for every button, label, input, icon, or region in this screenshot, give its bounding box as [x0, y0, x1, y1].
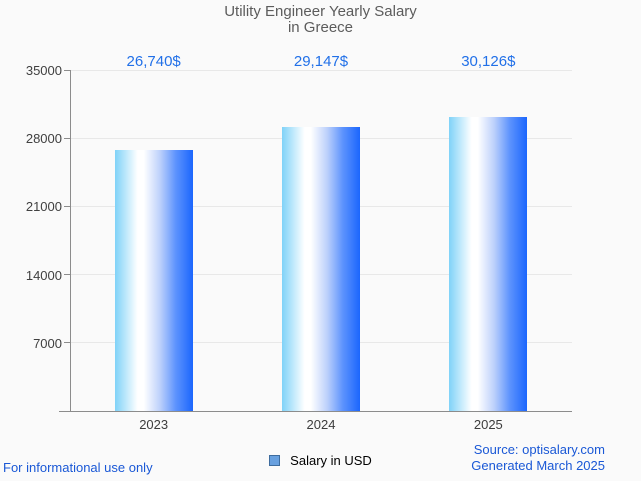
- x-axis-line: [59, 410, 572, 412]
- y-axis-label: 14000: [25, 267, 62, 283]
- y-axis-line: [69, 70, 71, 411]
- y-axis-label: 35000: [25, 63, 62, 78]
- legend-label: Salary in USD: [290, 453, 372, 468]
- x-axis-label: 2023: [139, 417, 169, 432]
- legend-marker-square-icon: [269, 455, 281, 466]
- salary-bar-2024: [282, 127, 360, 411]
- chart-title-line1: Utility Engineer Yearly Salary: [224, 3, 417, 20]
- bar-value-label: 30,126$: [461, 53, 516, 70]
- bar-value-label: 26,740$: [126, 53, 181, 70]
- source-text: Source: optisalary.com: [473, 442, 605, 457]
- y-axis-tick: [64, 137, 70, 139]
- salary-bar-2025: [449, 117, 528, 411]
- y-axis-tick: [64, 205, 70, 207]
- y-gridline: [70, 69, 572, 71]
- x-axis-label: 2025: [473, 417, 503, 432]
- y-axis-tick: [64, 342, 70, 344]
- y-axis-label: 28000: [25, 131, 62, 147]
- salary-bar-2023: [114, 150, 193, 411]
- y-axis-tick: [64, 274, 70, 276]
- plot-area: 7000 14000 21000 28000 35000 26,740$ 2023 29,14…: [25, 53, 572, 432]
- bar-value-label: 29,147$: [293, 53, 349, 70]
- source-attribution: Source: optisalary.com Generated March 2…: [471, 442, 605, 474]
- x-axis-label: 2024: [306, 417, 336, 432]
- chart-title: Utility Engineer Yearly Salary in Greece: [0, 4, 641, 36]
- generated-text: Generated March 2025: [471, 458, 605, 473]
- y-axis-label: 7000: [33, 335, 62, 351]
- disclaimer-text: For informational use only: [3, 460, 153, 475]
- legend: Salary in USD: [0, 453, 641, 468]
- chart-title-line2: in Greece: [287, 19, 354, 36]
- y-axis-label: 21000: [25, 199, 62, 215]
- y-axis-tick: [64, 69, 70, 71]
